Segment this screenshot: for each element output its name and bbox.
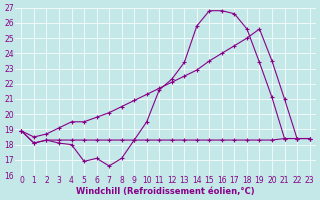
- X-axis label: Windchill (Refroidissement éolien,°C): Windchill (Refroidissement éolien,°C): [76, 187, 255, 196]
